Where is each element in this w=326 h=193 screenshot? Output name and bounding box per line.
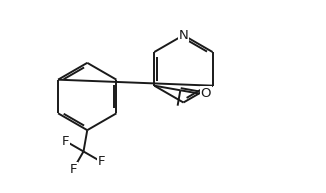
Text: O: O <box>200 87 211 100</box>
Text: N: N <box>179 29 188 42</box>
Text: F: F <box>69 163 77 176</box>
Text: F: F <box>62 135 69 148</box>
Text: F: F <box>97 155 105 168</box>
